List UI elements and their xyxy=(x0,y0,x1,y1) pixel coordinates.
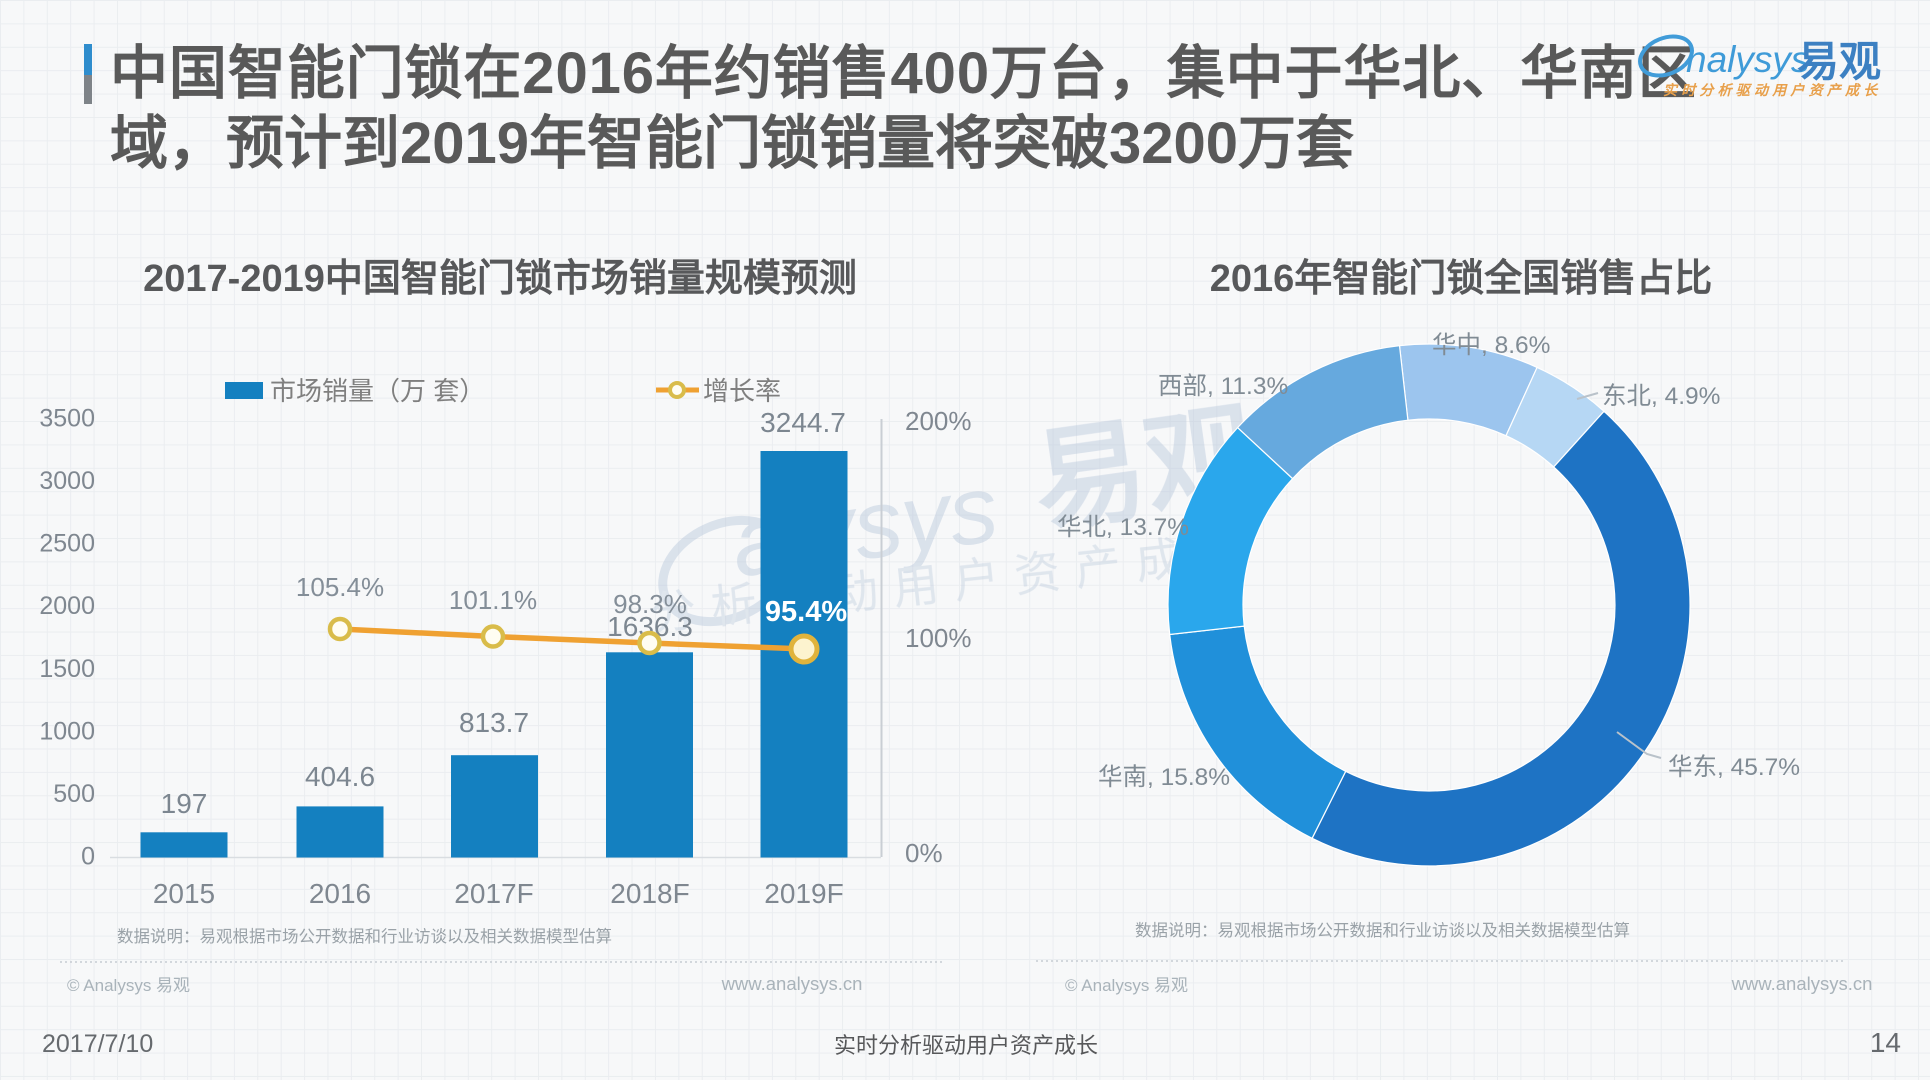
svg-text:3500: 3500 xyxy=(39,405,95,433)
svg-text:3000: 3000 xyxy=(39,467,95,495)
svg-text:实时分析驱动用户资产成长: 实时分析驱动用户资产成长 xyxy=(1663,82,1881,98)
svg-text:华中, 8.6%: 华中, 8.6% xyxy=(1432,331,1550,359)
svg-text:© Analysys 易观: © Analysys 易观 xyxy=(1065,976,1188,995)
svg-text:14: 14 xyxy=(1870,1027,1901,1058)
svg-text:2015: 2015 xyxy=(153,878,215,909)
svg-text:华东, 45.7%: 华东, 45.7% xyxy=(1668,753,1800,781)
svg-text:2016: 2016 xyxy=(309,878,371,909)
svg-text:1500: 1500 xyxy=(39,655,95,683)
svg-text:实时分析驱动用户资产成长: 实时分析驱动用户资产成长 xyxy=(834,1033,1098,1058)
svg-text:数据说明：易观根据市场公开数据和行业访谈以及相关数据模型估算: 数据说明：易观根据市场公开数据和行业访谈以及相关数据模型估算 xyxy=(117,927,612,946)
svg-text:200%: 200% xyxy=(905,406,972,436)
svg-text:105.4%: 105.4% xyxy=(296,572,384,602)
svg-text:2017F: 2017F xyxy=(454,878,533,909)
svg-text:西部, 11.3%: 西部, 11.3% xyxy=(1158,372,1288,400)
svg-text:0: 0 xyxy=(81,843,95,871)
svg-text:nalysys: nalysys xyxy=(1686,39,1809,80)
svg-text:100%: 100% xyxy=(905,623,972,653)
svg-text:2017-2019中国智能门锁市场销量规模预测: 2017-2019中国智能门锁市场销量规模预测 xyxy=(143,258,857,300)
svg-text:易观: 易观 xyxy=(1797,38,1881,85)
svg-text:2016年智能门锁全国销售占比: 2016年智能门锁全国销售占比 xyxy=(1210,257,1713,300)
svg-text:197: 197 xyxy=(161,788,208,819)
svg-text:市场销量（万 套）: 市场销量（万 套） xyxy=(270,376,485,406)
svg-text:813.7: 813.7 xyxy=(459,707,529,738)
svg-text:华南, 15.8%: 华南, 15.8% xyxy=(1098,763,1230,791)
svg-text:中国智能门锁在2016年约销售400万台，集中于华北、华南区: 中国智能门锁在2016年约销售400万台，集中于华北、华南区 xyxy=(110,41,1697,106)
svg-text:2018F: 2018F xyxy=(610,878,689,909)
svg-text:2500: 2500 xyxy=(39,530,95,558)
svg-text:0%: 0% xyxy=(905,838,943,868)
svg-text:www.analysys.cn: www.analysys.cn xyxy=(1731,973,1873,994)
svg-text:© Analysys 易观: © Analysys 易观 xyxy=(67,976,190,995)
svg-text:2000: 2000 xyxy=(39,592,95,620)
svg-text:域，预计到2019年智能门锁销量将突破3200万套: 域，预计到2019年智能门锁销量将突破3200万套 xyxy=(110,111,1354,176)
svg-text:101.1%: 101.1% xyxy=(449,585,537,615)
svg-text:数据说明：易观根据市场公开数据和行业访谈以及相关数据模型估算: 数据说明：易观根据市场公开数据和行业访谈以及相关数据模型估算 xyxy=(1135,921,1630,940)
svg-text:1000: 1000 xyxy=(39,717,95,745)
svg-text:3244.7: 3244.7 xyxy=(760,407,846,438)
svg-text:2019F: 2019F xyxy=(764,878,843,909)
svg-text:2017/7/10: 2017/7/10 xyxy=(42,1030,153,1058)
svg-text:东北, 4.9%: 东北, 4.9% xyxy=(1602,382,1720,410)
svg-text:500: 500 xyxy=(53,780,95,808)
svg-text:www.analysys.cn: www.analysys.cn xyxy=(721,973,863,994)
svg-text:95.4%: 95.4% xyxy=(765,596,847,628)
svg-text:404.6: 404.6 xyxy=(305,761,375,792)
svg-text:增长率: 增长率 xyxy=(703,376,781,406)
svg-text:98.3%: 98.3% xyxy=(613,589,687,619)
svg-text:华北, 13.7%: 华北, 13.7% xyxy=(1057,513,1189,541)
